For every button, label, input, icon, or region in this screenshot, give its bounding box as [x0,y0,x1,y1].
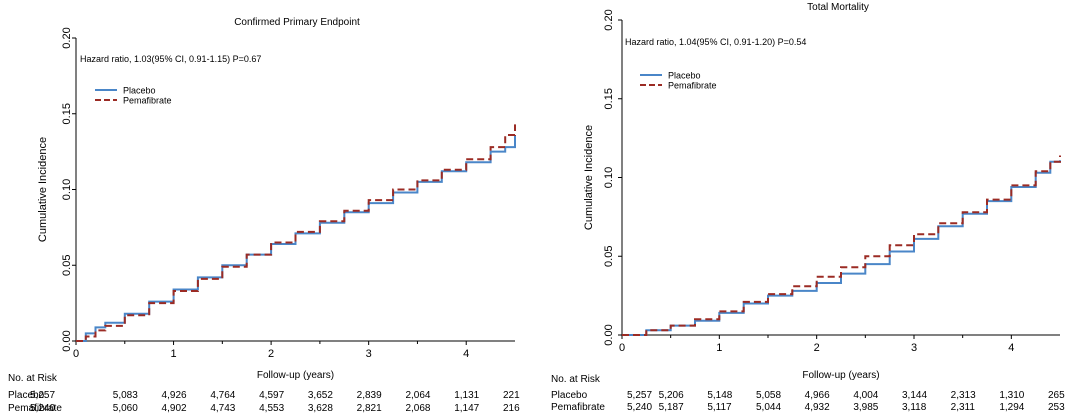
risk-cell: 221 [503,390,520,401]
risk-cell: 1,131 [454,390,479,401]
chart-title: Total Mortality [807,2,869,13]
risk-cell: 5,257 [627,390,652,401]
x-tick-label: 4 [1008,342,1014,354]
y-tick-label: 0.05 [61,255,73,276]
series-line-pemafibrate [622,155,1061,336]
x-tick-label: 0 [619,342,625,354]
risk-cell: 2,839 [357,390,382,401]
risk-cell: 2,068 [405,403,430,414]
y-tick-label: 0.15 [61,103,73,124]
risk-cell: 4,743 [210,403,235,414]
y-tick-label: 0.00 [61,330,73,351]
risk-cell: 4,966 [805,390,830,401]
risk-cell: 5,060 [113,403,138,414]
hazard-ratio-annotation: Hazard ratio, 1.03(95% CI, 0.91-1.15) P=… [80,54,261,64]
risk-cell: 4,553 [259,403,284,414]
risk-table-title: No. at Risk [551,374,601,385]
x-tick-label: 4 [463,348,469,360]
x-tick-label: 3 [366,348,372,360]
risk-row-label: Pemafibrate [551,402,605,413]
x-axis-label: Follow-up (years) [257,370,334,381]
y-tick-label: 0.10 [61,179,73,200]
y-tick-label: 0.05 [603,246,615,267]
risk-cell: 3,628 [308,403,333,414]
y-axis-label: Cumulative Incidence [37,137,49,242]
risk-cell: 3,985 [853,402,878,413]
legend-label-pemafibrate: Pemafibrate [668,81,717,91]
risk-cell: 1,294 [999,402,1024,413]
y-tick-label: 0.15 [603,88,615,109]
y-tick-label: 0.20 [603,9,615,30]
risk-cell: 2,821 [357,403,382,414]
risk-row-label: Pemafibrate [8,403,62,414]
x-axis-label: Follow-up (years) [802,370,879,381]
risk-cell: 3,118 [902,402,927,413]
y-tick-label: 0.00 [603,324,615,345]
series-line-pemafibrate [76,124,516,342]
legend-label-pemafibrate: Pemafibrate [123,96,172,106]
risk-cell: 216 [503,403,520,414]
x-tick-label: 3 [911,342,917,354]
risk-cell: 265 [1048,390,1065,401]
risk-cell: 5,117 [707,402,732,413]
risk-table-title: No. at Risk [8,373,58,384]
risk-cell: 2,313 [951,390,976,401]
risk-cell: 5,083 [113,390,138,401]
x-tick-label: 2 [814,342,820,354]
risk-cell: 5,187 [659,402,684,413]
y-tick-label: 0.10 [603,167,615,188]
risk-cell: 4,902 [162,403,187,414]
risk-cell: 5,058 [756,390,781,401]
chart-title: Confirmed Primary Endpoint [234,17,360,28]
hazard-ratio-annotation: Hazard ratio, 1.04(95% CI, 0.91-1.20) P=… [625,37,806,47]
x-tick-label: 0 [73,348,79,360]
x-tick-label: 1 [170,348,176,360]
chart-panel-2: Total Mortality 0.00 0.05 0.10 0.15 0.20 0 1 2 3 4… [551,2,1065,413]
risk-cell: 4,597 [259,390,284,401]
chart-panel-1: Confirmed Primary Endpoint 0.00 0.05 0.10 0.… [8,17,520,414]
risk-cell: 5,240 [30,403,55,414]
series-line-placebo [622,160,1061,336]
x-tick-label: 1 [716,342,722,354]
risk-cell: 4,764 [210,390,235,401]
risk-cell: 5,206 [659,390,684,401]
risk-cell: 2,064 [405,390,430,401]
risk-cell: 2,311 [951,402,976,413]
risk-cell: 5,240 [627,402,652,413]
risk-cell: 5,044 [756,402,781,413]
risk-cell: 3,652 [308,390,333,401]
risk-row-label: Placebo [8,390,45,401]
risk-cell: 3,144 [902,390,927,401]
legend-label-placebo: Placebo [123,86,156,96]
risk-cell: 4,932 [805,402,830,413]
risk-cell: 5,257 [30,390,55,401]
risk-cell: 1,310 [999,390,1024,401]
risk-cell: 5,148 [707,390,732,401]
risk-row-label: Placebo [551,390,588,401]
risk-cell: 1,147 [454,403,479,414]
legend-label-placebo: Placebo [668,71,701,81]
risk-cell: 4,004 [853,390,878,401]
y-tick-label: 0.20 [61,27,73,48]
risk-cell: 253 [1048,402,1065,413]
y-axis-label: Cumulative Incidence [583,125,595,230]
x-tick-label: 2 [268,348,274,360]
risk-cell: 4,926 [162,390,187,401]
